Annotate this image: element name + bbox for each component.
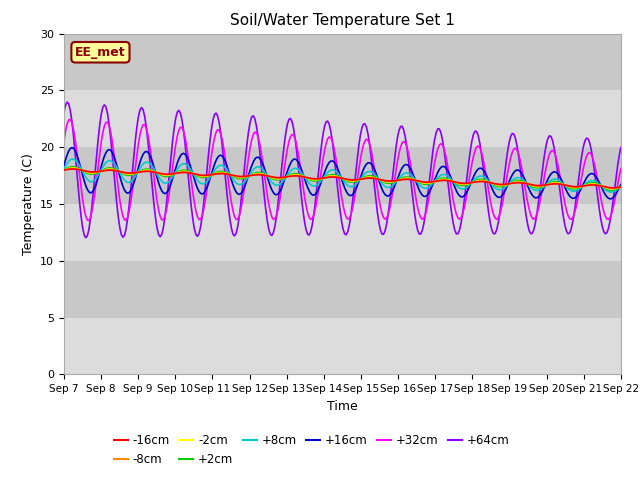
Bar bbox=[64, 261, 621, 318]
-16cm bbox=[246, 173, 254, 179]
+16cm bbox=[617, 182, 625, 188]
-8cm bbox=[60, 167, 68, 173]
+64cm bbox=[229, 231, 237, 237]
-2cm bbox=[305, 176, 313, 181]
-8cm bbox=[305, 176, 313, 181]
-8cm bbox=[617, 184, 625, 190]
-16cm bbox=[305, 175, 313, 181]
-8cm bbox=[246, 173, 254, 179]
-16cm bbox=[255, 172, 263, 178]
-8cm bbox=[130, 170, 138, 176]
Line: -8cm: -8cm bbox=[64, 168, 621, 188]
+2cm bbox=[305, 177, 313, 182]
Bar bbox=[64, 318, 621, 374]
-16cm bbox=[70, 166, 77, 172]
+8cm bbox=[305, 180, 313, 186]
+2cm bbox=[70, 164, 77, 170]
-16cm bbox=[588, 182, 595, 188]
+32cm bbox=[131, 164, 139, 170]
-2cm bbox=[228, 172, 236, 178]
+2cm bbox=[588, 180, 595, 186]
+8cm bbox=[246, 171, 254, 177]
-8cm bbox=[609, 185, 617, 191]
Line: +16cm: +16cm bbox=[64, 148, 621, 199]
+8cm bbox=[228, 174, 236, 180]
Text: EE_met: EE_met bbox=[75, 46, 126, 59]
+2cm bbox=[617, 184, 625, 190]
-2cm bbox=[60, 167, 68, 173]
-16cm bbox=[609, 185, 617, 191]
+32cm bbox=[60, 138, 68, 144]
-2cm bbox=[255, 171, 263, 177]
Line: -16cm: -16cm bbox=[64, 169, 621, 188]
+2cm bbox=[246, 172, 254, 178]
Bar bbox=[64, 204, 621, 261]
-2cm bbox=[588, 181, 595, 187]
+2cm bbox=[255, 169, 263, 175]
-8cm bbox=[588, 181, 595, 187]
-8cm bbox=[228, 172, 236, 178]
-2cm bbox=[246, 172, 254, 178]
+64cm bbox=[617, 144, 625, 150]
+2cm bbox=[60, 167, 68, 173]
Bar bbox=[64, 90, 621, 147]
Line: +32cm: +32cm bbox=[64, 120, 621, 221]
Line: +2cm: +2cm bbox=[64, 167, 621, 190]
X-axis label: Time: Time bbox=[327, 400, 358, 413]
-8cm bbox=[70, 166, 77, 171]
+16cm bbox=[606, 196, 614, 202]
Line: +8cm: +8cm bbox=[64, 159, 621, 192]
+16cm bbox=[305, 188, 313, 193]
+2cm bbox=[130, 171, 138, 177]
-16cm bbox=[130, 170, 138, 176]
-2cm bbox=[607, 186, 615, 192]
+32cm bbox=[617, 166, 625, 171]
-16cm bbox=[60, 167, 68, 173]
-2cm bbox=[617, 184, 625, 190]
Y-axis label: Temperature (C): Temperature (C) bbox=[22, 153, 35, 255]
+32cm bbox=[67, 117, 74, 122]
-8cm bbox=[255, 171, 263, 177]
+2cm bbox=[228, 173, 236, 179]
Legend: -16cm, -8cm, -2cm, +2cm, +8cm, +16cm, +32cm, +64cm: -16cm, -8cm, -2cm, +2cm, +8cm, +16cm, +3… bbox=[109, 430, 515, 471]
+64cm bbox=[131, 137, 139, 143]
+64cm bbox=[257, 160, 265, 166]
+64cm bbox=[60, 110, 68, 116]
-2cm bbox=[130, 171, 138, 177]
+16cm bbox=[588, 171, 595, 177]
+32cm bbox=[257, 148, 265, 154]
+16cm bbox=[130, 180, 138, 186]
+16cm bbox=[60, 163, 68, 168]
+16cm bbox=[255, 155, 263, 161]
+16cm bbox=[228, 178, 236, 183]
+32cm bbox=[589, 156, 596, 161]
+8cm bbox=[607, 189, 615, 195]
Bar bbox=[64, 147, 621, 204]
-16cm bbox=[617, 184, 625, 190]
+64cm bbox=[63, 99, 71, 105]
+64cm bbox=[589, 157, 596, 163]
+8cm bbox=[60, 166, 68, 172]
+16cm bbox=[246, 168, 254, 173]
+64cm bbox=[307, 229, 314, 235]
Title: Soil/Water Temperature Set 1: Soil/Water Temperature Set 1 bbox=[230, 13, 455, 28]
+8cm bbox=[617, 183, 625, 189]
+32cm bbox=[307, 216, 314, 222]
+8cm bbox=[70, 156, 77, 162]
+8cm bbox=[255, 164, 263, 170]
Line: +64cm: +64cm bbox=[64, 102, 621, 238]
+8cm bbox=[130, 176, 138, 181]
+64cm bbox=[248, 114, 255, 120]
+8cm bbox=[588, 178, 595, 183]
+2cm bbox=[607, 187, 615, 193]
Line: -2cm: -2cm bbox=[64, 168, 621, 189]
+32cm bbox=[229, 208, 237, 214]
+32cm bbox=[85, 218, 93, 224]
+64cm bbox=[82, 235, 90, 240]
+16cm bbox=[68, 145, 76, 151]
Bar bbox=[64, 34, 621, 90]
-16cm bbox=[228, 172, 236, 178]
-2cm bbox=[70, 165, 77, 171]
+32cm bbox=[248, 137, 255, 143]
